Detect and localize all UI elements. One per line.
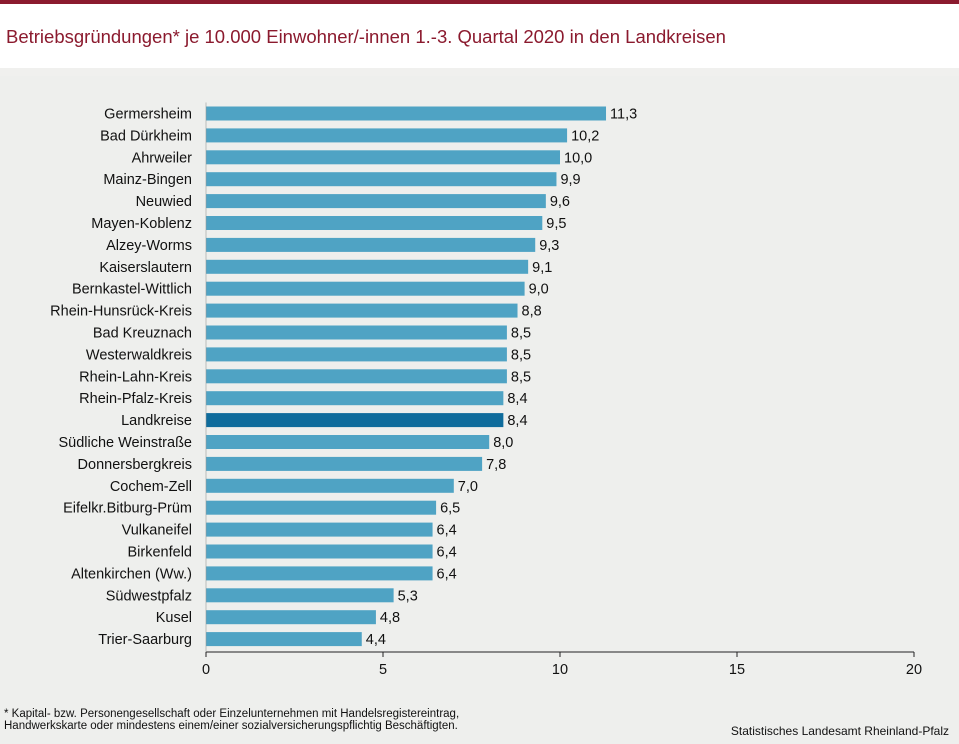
value-label: 9,9: [560, 172, 580, 188]
bar: [206, 303, 518, 318]
footnote-line-1: * Kapital- bzw. Personengesellschaft ode…: [4, 708, 460, 720]
value-label: 8,4: [507, 413, 527, 429]
value-label: 6,4: [437, 545, 457, 561]
bar: [206, 172, 557, 187]
bar: [206, 544, 433, 559]
category-label: Bad Dürkheim: [100, 128, 192, 144]
category-label: Eifelkr.Bitburg-Prüm: [63, 501, 192, 517]
bar: [206, 347, 507, 362]
bar: [206, 369, 507, 384]
category-label: Ahrweiler: [132, 150, 193, 166]
bar: [206, 216, 543, 230]
category-label: Donnersbergkreis: [78, 457, 192, 473]
category-label: Mainz-Bingen: [103, 172, 192, 188]
x-tick-label: 15: [729, 662, 745, 678]
category-label: Rhein-Pfalz-Kreis: [79, 391, 192, 407]
footnote-line-2: Handwerkskarte oder mindestens einem/ein…: [4, 720, 458, 732]
bar: [206, 588, 394, 603]
bar-highlight: [206, 413, 504, 428]
separator-rule: [0, 68, 959, 76]
value-label: 4,4: [366, 632, 386, 648]
footnote: * Kapital- bzw. Personengesellschaft ode…: [4, 708, 459, 732]
category-label: Rhein-Lahn-Kreis: [79, 369, 192, 385]
value-label: 7,0: [458, 479, 478, 495]
value-label: 9,1: [532, 260, 552, 276]
bar: [206, 128, 568, 143]
value-label: 10,2: [571, 128, 599, 144]
bar: [206, 259, 529, 274]
bar: [206, 632, 362, 647]
value-label: 8,4: [507, 391, 527, 407]
category-label: Altenkirchen (Ww.): [71, 566, 192, 582]
x-tick-label: 10: [552, 662, 568, 678]
x-tick-label: 5: [379, 662, 387, 678]
category-label: Germersheim: [104, 107, 192, 123]
value-label: 9,0: [529, 282, 549, 298]
x-tick-label: 0: [202, 662, 210, 678]
value-label: 6,4: [437, 566, 457, 582]
bar: [206, 566, 433, 581]
chart-title: Betriebsgründungen* je 10.000 Einwohner/…: [6, 26, 726, 47]
value-label: 6,4: [437, 523, 457, 539]
bar: [206, 500, 437, 515]
category-label: Bernkastel-Wittlich: [72, 282, 192, 298]
value-label: 4,8: [380, 610, 400, 626]
bar: [206, 325, 507, 340]
category-label: Mayen-Koblenz: [91, 216, 192, 232]
value-label: 5,3: [398, 588, 418, 604]
category-label: Birkenfeld: [128, 545, 192, 561]
bar: [206, 150, 560, 165]
category-label: Südwestpfalz: [106, 588, 192, 604]
value-label: 9,3: [539, 238, 559, 254]
bar: [206, 610, 376, 625]
bar: [206, 237, 536, 252]
category-label: Trier-Saarburg: [98, 632, 192, 648]
category-label: Westerwaldkreis: [86, 347, 192, 363]
value-label: 8,5: [511, 347, 531, 363]
value-label: 9,5: [546, 216, 566, 232]
category-label: Südliche Weinstraße: [58, 435, 192, 451]
value-label: 7,8: [486, 457, 506, 473]
top-accent-rule: [0, 0, 959, 4]
plot-background: [0, 76, 959, 744]
category-label: Vulkaneifel: [122, 523, 192, 539]
category-label: Alzey-Worms: [106, 238, 192, 254]
bar: [206, 478, 454, 493]
bar: [206, 435, 490, 449]
category-label: Bad Kreuznach: [93, 326, 192, 342]
category-label: Neuwied: [136, 194, 192, 210]
bar: [206, 522, 433, 537]
bar: [206, 106, 607, 121]
value-label: 11,3: [610, 107, 637, 123]
category-label: Cochem-Zell: [110, 479, 192, 495]
value-label: 8,0: [493, 435, 513, 451]
bar: [206, 194, 546, 209]
source-note: Statistisches Landesamt Rheinland-Pfalz: [730, 724, 949, 738]
bar: [206, 456, 483, 471]
bar: [206, 281, 525, 296]
title-band: Betriebsgründungen* je 10.000 Einwohner/…: [0, 4, 959, 68]
value-label: 6,5: [440, 501, 460, 517]
bar: [206, 391, 504, 406]
value-label: 9,6: [550, 194, 570, 210]
value-label: 8,8: [522, 304, 542, 320]
category-label: Kaiserslautern: [99, 260, 192, 276]
value-label: 8,5: [511, 369, 531, 385]
value-label: 10,0: [564, 150, 592, 166]
category-label: Kusel: [156, 610, 192, 626]
category-label: Landkreise: [121, 413, 192, 429]
x-tick-label: 20: [906, 662, 922, 678]
value-label: 8,5: [511, 326, 531, 342]
category-label: Rhein-Hunsrück-Kreis: [50, 304, 192, 320]
